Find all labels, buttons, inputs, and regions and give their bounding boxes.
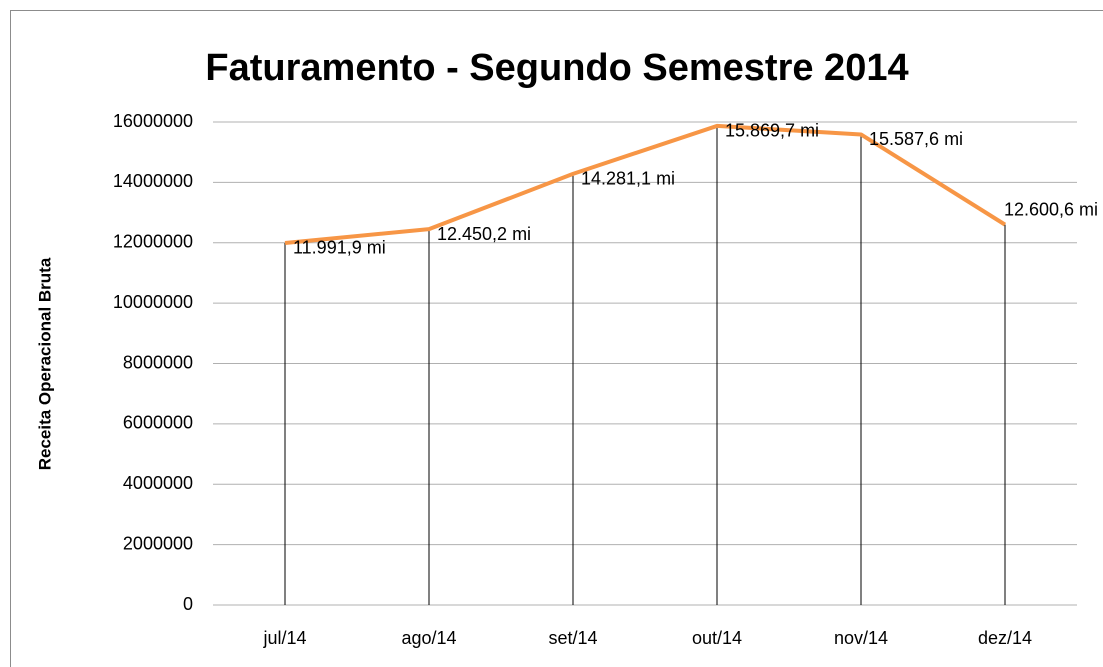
chart-title: Faturamento - Segundo Semestre 2014 <box>205 47 908 89</box>
y-tick-label: 16000000 <box>113 111 193 131</box>
data-label: 14.281,1 mi <box>581 169 675 189</box>
line <box>284 123 1007 245</box>
y-tick-label: 14000000 <box>113 171 193 191</box>
x-tick-label: jul/14 <box>262 628 306 648</box>
y-tick-label: 0 <box>183 594 193 614</box>
y-tick-label: 12000000 <box>113 232 193 252</box>
x-tick-label: nov/14 <box>834 628 888 648</box>
y-tick-label: 10000000 <box>113 292 193 312</box>
y-tick-label: 8000000 <box>123 352 193 372</box>
x-tick-label: set/14 <box>548 628 597 648</box>
x-tick-label: dez/14 <box>978 628 1032 648</box>
x-tick-label: ago/14 <box>401 628 456 648</box>
y-tick-label: 2000000 <box>123 533 193 553</box>
data-label: 12.450,2 mi <box>437 224 531 244</box>
chart-border <box>10 10 1103 667</box>
data-label: 12.600,6 mi <box>1004 199 1098 219</box>
y-tick-label: 4000000 <box>123 473 193 493</box>
x-tick-label: out/14 <box>692 628 742 648</box>
y-tick-label: 6000000 <box>123 413 193 433</box>
data-label: 15.587,6 mi <box>869 129 963 149</box>
y-axis-label: Receita Operacional Bruta <box>35 257 54 470</box>
data-label: 15.869,7 mi <box>725 121 819 141</box>
data-label: 11.991,9 mi <box>293 238 386 258</box>
